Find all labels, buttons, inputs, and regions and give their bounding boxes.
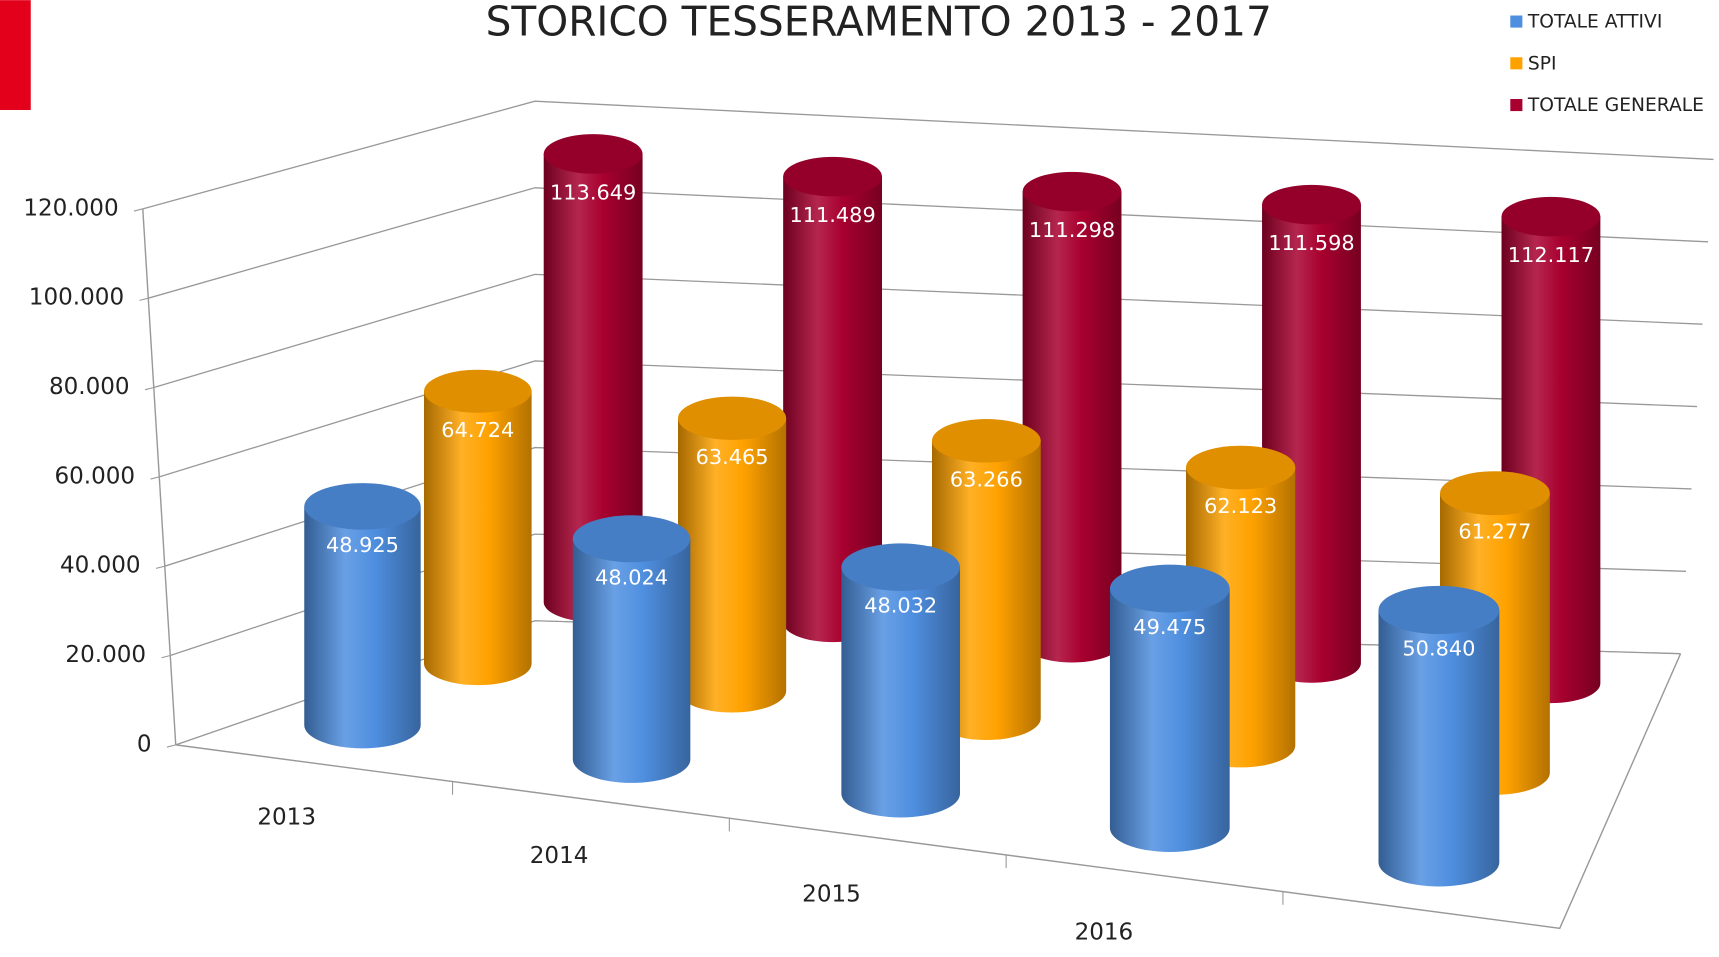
floor-edge [175, 653, 1682, 930]
x-tick-label: 2016 [1075, 920, 1134, 946]
y-tick-label: 120.000 [23, 195, 118, 221]
cylinder-top [304, 483, 421, 530]
cylinder-top [1440, 471, 1550, 516]
cylinder-top [1186, 445, 1296, 490]
value-label: 112.117 [1508, 243, 1594, 267]
x-tick-label: 2014 [530, 843, 589, 869]
y-tick-label: 0 [137, 731, 152, 757]
value-label: 64.724 [441, 418, 514, 442]
y-tick [155, 565, 165, 569]
legend-label: TOTALE ATTIVI [1527, 12, 1662, 33]
logo [0, 0, 31, 110]
value-label: 111.489 [789, 203, 875, 227]
cylinder-top [841, 543, 961, 591]
legend-swatch [1510, 57, 1523, 70]
cylinder-top [1501, 196, 1601, 237]
cylinder-top [677, 396, 787, 440]
x-tick-label: 2013 [257, 805, 316, 831]
cylinder [783, 176, 883, 643]
value-label: 49.475 [1133, 615, 1206, 639]
y-tick-label: 80.000 [49, 374, 130, 400]
cylinder [1022, 191, 1122, 663]
y-tick [166, 744, 176, 748]
value-label: 111.598 [1268, 231, 1354, 255]
cylinder-top [423, 369, 532, 413]
value-label: 48.024 [595, 565, 668, 589]
legend-swatch [1510, 15, 1523, 28]
cylinder [677, 418, 787, 713]
x-tick-label: 2015 [802, 881, 861, 907]
y-tick-label: 60.000 [54, 463, 135, 489]
cylinder-top [931, 419, 1041, 463]
value-label: 62.123 [1204, 494, 1277, 518]
cylinder [1109, 588, 1230, 852]
cylinder [841, 567, 961, 818]
value-label: 48.925 [326, 533, 399, 557]
value-label: 111.298 [1029, 218, 1115, 242]
y-tick-label: 20.000 [65, 642, 146, 668]
value-label: 63.465 [696, 445, 769, 469]
value-label: 113.649 [550, 180, 636, 204]
grid-line [142, 100, 1714, 210]
value-label: 50.840 [1402, 637, 1475, 661]
y-tick [161, 654, 171, 659]
grid-line [148, 187, 1709, 299]
y-tick [133, 208, 143, 212]
cylinder-top [1109, 564, 1230, 613]
cylinder-top [1262, 184, 1361, 225]
value-label: 61.277 [1458, 520, 1531, 544]
y-tick [144, 386, 154, 391]
value-label: 63.266 [950, 467, 1023, 491]
cylinder-top [783, 156, 883, 197]
y-tick [150, 476, 160, 480]
legend-label: TOTALE GENERALE [1527, 95, 1704, 116]
chart-title: STORICO TESSERAMENTO 2013 - 2017 [486, 0, 1272, 45]
grid-line [153, 273, 1703, 389]
cylinder-top [543, 134, 643, 174]
cylinder [304, 506, 421, 749]
legend-label: SPI [1528, 53, 1557, 74]
y-tick-label: 100.000 [29, 285, 124, 311]
y-tick [139, 297, 149, 301]
cylinder [543, 153, 643, 622]
value-label: 48.032 [864, 594, 937, 618]
cylinder-top [1378, 585, 1500, 635]
cylinder-top [1022, 171, 1122, 212]
cylinder [572, 538, 691, 783]
legend-swatch [1510, 99, 1523, 112]
cylinder-top [572, 515, 691, 563]
grid-line [159, 360, 1698, 478]
y-tick-label: 40.000 [60, 553, 141, 579]
cylinder [1378, 609, 1500, 887]
cylinder [423, 391, 532, 686]
